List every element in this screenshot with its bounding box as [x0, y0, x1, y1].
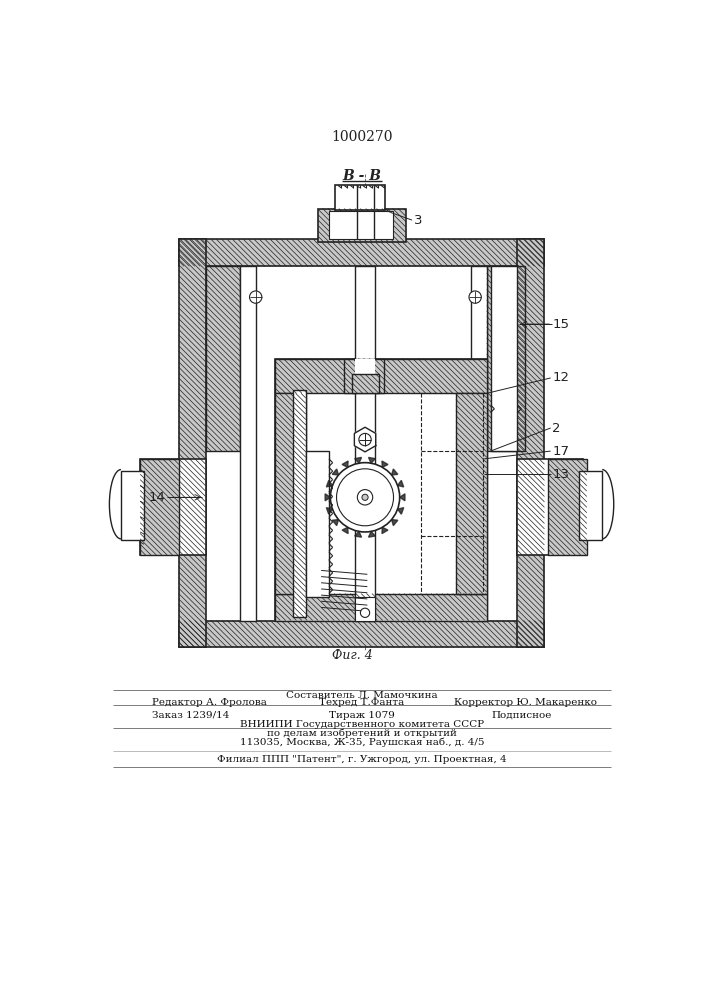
Polygon shape	[332, 520, 339, 526]
Text: Подписное: Подписное	[491, 711, 551, 720]
Text: Корректор Ю. Макаренко: Корректор Ю. Макаренко	[454, 698, 597, 707]
Bar	[518, 459, 583, 555]
Bar	[140, 459, 179, 555]
Bar	[472, 266, 486, 620]
Text: 15: 15	[552, 318, 569, 331]
Polygon shape	[342, 527, 348, 534]
Bar	[318, 209, 406, 242]
Circle shape	[359, 433, 371, 446]
Polygon shape	[368, 531, 375, 537]
Polygon shape	[382, 527, 388, 534]
Text: Заказ 1239/14: Заказ 1239/14	[151, 711, 229, 720]
Polygon shape	[397, 508, 404, 514]
Bar	[206, 266, 518, 620]
Text: Техред Т.Фанта: Техред Т.Фанта	[320, 698, 404, 707]
Bar	[275, 359, 486, 393]
Bar	[240, 266, 256, 620]
Bar	[352, 374, 379, 393]
Polygon shape	[368, 457, 375, 463]
Bar	[206, 266, 240, 451]
Text: В - В: В - В	[342, 169, 382, 183]
Polygon shape	[342, 461, 348, 467]
Polygon shape	[354, 427, 375, 452]
Text: 17: 17	[552, 445, 569, 458]
Bar	[355, 597, 375, 620]
Bar	[579, 471, 602, 540]
Bar	[275, 359, 486, 620]
Text: 12: 12	[552, 371, 569, 384]
Polygon shape	[355, 457, 361, 463]
Circle shape	[362, 494, 368, 500]
Polygon shape	[392, 469, 398, 475]
Polygon shape	[399, 494, 405, 501]
Bar	[305, 393, 456, 594]
Text: по делам изобретений и открытий: по делам изобретений и открытий	[267, 729, 457, 738]
Circle shape	[469, 291, 481, 303]
Text: Филиал ППП "Патент", г. Ужгород, ул. Проектная, 4: Филиал ППП "Патент", г. Ужгород, ул. Про…	[217, 755, 507, 764]
Polygon shape	[325, 494, 330, 501]
Text: Составитель Л. Мамочкина: Составитель Л. Мамочкина	[286, 691, 438, 700]
Circle shape	[357, 490, 373, 505]
Bar	[491, 266, 518, 451]
Polygon shape	[382, 461, 388, 467]
Bar	[293, 389, 305, 617]
Bar	[121, 471, 144, 540]
Bar	[179, 620, 544, 647]
Polygon shape	[392, 520, 398, 526]
Bar	[179, 239, 544, 266]
Bar	[549, 459, 587, 555]
Bar	[344, 359, 385, 393]
Circle shape	[250, 291, 262, 303]
Bar	[486, 266, 525, 451]
Text: Редактор А. Фролова: Редактор А. Фролова	[152, 698, 267, 707]
Bar	[456, 393, 486, 594]
Text: 13: 13	[552, 468, 569, 481]
Polygon shape	[332, 469, 339, 475]
Bar	[355, 266, 375, 620]
Circle shape	[337, 469, 394, 526]
Bar	[335, 185, 385, 210]
Text: 2: 2	[552, 422, 561, 434]
Bar	[179, 239, 206, 647]
Text: 3: 3	[414, 214, 422, 227]
Text: Тираж 1079: Тираж 1079	[329, 711, 395, 720]
Bar	[275, 393, 305, 594]
Text: 1000270: 1000270	[331, 130, 392, 144]
Polygon shape	[327, 480, 332, 487]
Bar	[355, 359, 375, 393]
Bar	[140, 459, 206, 555]
Circle shape	[330, 463, 399, 532]
Polygon shape	[397, 480, 404, 487]
Text: ВНИИПИ Государственного комитета СССР: ВНИИПИ Государственного комитета СССР	[240, 720, 484, 729]
Polygon shape	[327, 508, 332, 514]
Polygon shape	[355, 531, 361, 537]
Text: 113035, Москва, Ж-35, Раушская наб., д. 4/5: 113035, Москва, Ж-35, Раушская наб., д. …	[240, 737, 484, 747]
Text: 14: 14	[148, 491, 165, 504]
Text: Фиг. 4: Фиг. 4	[332, 649, 373, 662]
Bar	[329, 211, 393, 239]
Bar	[275, 594, 486, 620]
Bar	[305, 451, 329, 597]
Bar	[518, 239, 544, 647]
Circle shape	[361, 608, 370, 617]
